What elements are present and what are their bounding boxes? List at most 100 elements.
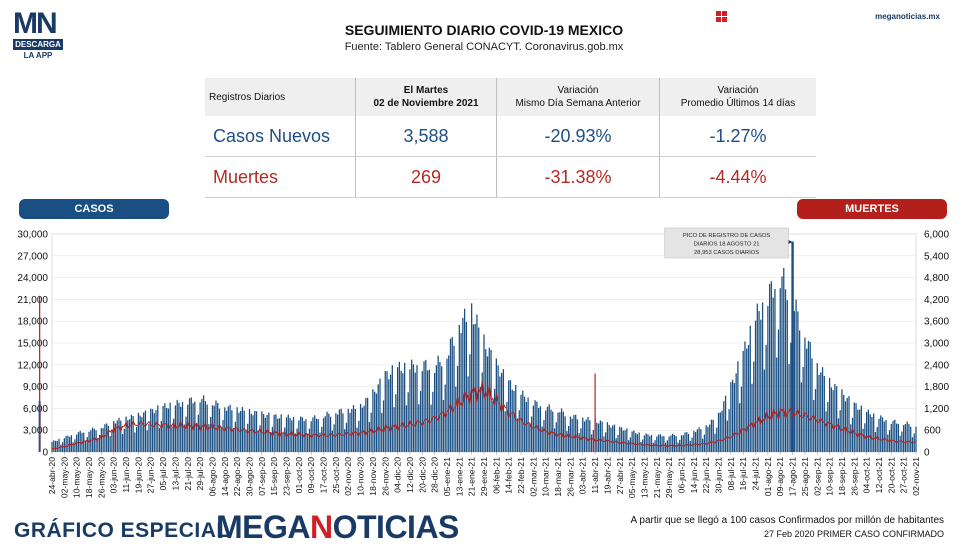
x-tick-label: 10-mar-21 [541, 457, 551, 497]
casos-bar [599, 420, 602, 452]
casos-bar [915, 426, 917, 452]
casos-bar [264, 417, 266, 452]
casos-bar [881, 417, 884, 452]
casos-bar [901, 431, 903, 452]
casos-bar [187, 404, 189, 452]
x-tick-label: 26-mar-21 [565, 457, 575, 497]
casos-bar [143, 412, 145, 452]
x-tick-label: 18-mar-21 [553, 457, 563, 497]
casos-bar [765, 344, 767, 452]
casos-bar [93, 428, 95, 452]
casos-bar [97, 438, 99, 452]
x-tick-label: 06-ago-20 [207, 457, 217, 496]
casos-bar [456, 365, 459, 452]
left-axis-tick: 3,000 [23, 426, 48, 437]
casos-bar [814, 388, 817, 452]
casos-bar [578, 433, 580, 452]
casos-bar [878, 418, 880, 452]
casos-bar [680, 435, 683, 452]
casos-bar [451, 337, 453, 452]
stats-header-registros: Registros Diarios [205, 78, 356, 116]
x-tick-label: 02-sep-21 [812, 457, 822, 496]
casos-bar [144, 410, 147, 452]
casos-bar [60, 444, 62, 452]
casos-bar [843, 394, 845, 452]
casos-bar [65, 435, 67, 452]
x-tick-label: 15-sep-20 [269, 457, 279, 496]
casos-bar [104, 424, 106, 452]
casos-bar [769, 283, 771, 452]
casos-bar [582, 417, 584, 452]
casos-bar [756, 303, 758, 452]
x-tick-label: 19-jun-20 [133, 457, 143, 494]
casos-bar [885, 419, 887, 452]
casos-bar [483, 334, 485, 452]
casos-bar [455, 386, 457, 452]
footer-note-first-case: 27 Feb 2020 PRIMER CASO CONFIRMADO [763, 529, 944, 539]
x-tick-label: 19-abr-21 [602, 457, 612, 494]
casos-bar [194, 401, 196, 452]
casos-bar [693, 430, 695, 452]
x-tick-label: 09-oct-20 [306, 457, 316, 494]
x-tick-label: 21-jul-20 [183, 457, 193, 491]
casos-bar [647, 434, 649, 452]
casos-bar [649, 436, 651, 452]
casos-bar [277, 418, 279, 452]
casos-bar [837, 418, 840, 452]
casos-bar [894, 419, 896, 452]
casos-bar [137, 412, 140, 452]
casos-bar [107, 425, 110, 452]
covid-chart: 0 3,000 6,000 9,000 12,000 15,000 18,000 21,000… [17, 227, 949, 498]
casos-bar [282, 432, 284, 452]
casos-bar [606, 422, 609, 452]
x-tick-label: 25-oct-20 [331, 457, 341, 494]
casos-bar [873, 413, 875, 452]
casos-bar [575, 414, 577, 452]
casos-bar [702, 438, 704, 452]
casos-bar [86, 437, 88, 452]
casos-bar [834, 383, 836, 452]
casos-bar [848, 396, 850, 452]
casos-bar [389, 374, 392, 452]
casos-bar [333, 424, 335, 452]
casos-bar [622, 430, 624, 452]
casos-bar [84, 440, 87, 452]
casos-bar [222, 420, 224, 452]
casos-bar [716, 427, 718, 452]
casos-bar [100, 428, 103, 452]
casos-bar [259, 425, 261, 452]
right-axis-tick: 3,600 [924, 317, 949, 328]
casos-bar [326, 411, 328, 452]
casos-bar [132, 415, 134, 452]
casos-bar [700, 429, 702, 452]
casos-bar [308, 428, 311, 452]
casos-bar [208, 424, 210, 452]
casos-bar [418, 404, 420, 452]
casos-bar [751, 383, 753, 452]
casos-bar [731, 379, 734, 452]
casos-bar [806, 348, 808, 452]
x-tick-label: 01-ago-21 [763, 457, 773, 496]
casos-bar [310, 421, 312, 452]
casos-bar [384, 371, 386, 452]
casos-bar [797, 311, 799, 452]
casos-bar [865, 412, 868, 452]
muertes-var-14d: -4.44% [659, 156, 816, 198]
logo-mn-text: MN [13, 7, 58, 40]
casos-bar [409, 369, 411, 452]
casos-bar [111, 431, 113, 452]
casos-bar [315, 418, 318, 452]
casos-bar [458, 324, 460, 452]
casos-bar [698, 427, 700, 452]
casos-bar [553, 428, 556, 452]
x-tick-label: 17-oct-20 [319, 457, 329, 494]
casos-bar [880, 415, 882, 452]
casos-bar [220, 426, 222, 452]
x-tick-label: 10-nov-20 [356, 457, 366, 496]
casos-bar [449, 338, 452, 452]
x-tick-label: 18-may-20 [84, 457, 94, 498]
x-tick-label: 08-jul-21 [726, 457, 736, 491]
right-axis-tick: 3,000 [924, 339, 949, 350]
casos-bar [650, 435, 653, 452]
casos-bar [121, 434, 124, 452]
